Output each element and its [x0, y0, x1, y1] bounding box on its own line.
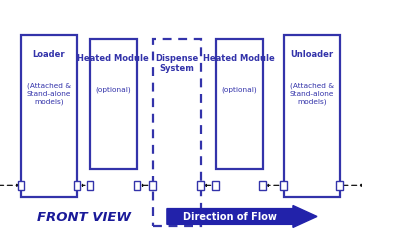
Bar — [90, 40, 137, 170]
Bar — [18, 181, 24, 190]
Bar — [134, 181, 140, 190]
Text: (Attached &
Stand-alone
models): (Attached & Stand-alone models) — [290, 82, 334, 105]
Bar — [149, 181, 156, 190]
Bar — [212, 181, 219, 190]
Text: (optional): (optional) — [95, 86, 131, 92]
Text: Loader: Loader — [32, 50, 65, 59]
Text: Unloader: Unloader — [290, 50, 333, 59]
Text: (optional): (optional) — [221, 86, 257, 92]
Bar — [87, 181, 93, 190]
Bar — [259, 181, 266, 190]
Text: Direction of Flow: Direction of Flow — [183, 212, 277, 222]
Bar — [284, 36, 340, 197]
Polygon shape — [167, 206, 317, 228]
Bar — [337, 181, 343, 190]
Bar — [21, 36, 77, 197]
Text: (Attached &
Stand-alone
models): (Attached & Stand-alone models) — [27, 82, 71, 105]
Text: Dispense
System: Dispense System — [155, 54, 198, 73]
Bar — [153, 40, 200, 226]
Bar — [197, 181, 204, 190]
Bar — [215, 40, 263, 170]
Text: FRONT VIEW: FRONT VIEW — [37, 210, 131, 223]
Text: Heated Module: Heated Module — [203, 54, 275, 62]
Text: Heated Module: Heated Module — [78, 54, 149, 62]
Bar — [281, 181, 287, 190]
Bar — [73, 181, 80, 190]
